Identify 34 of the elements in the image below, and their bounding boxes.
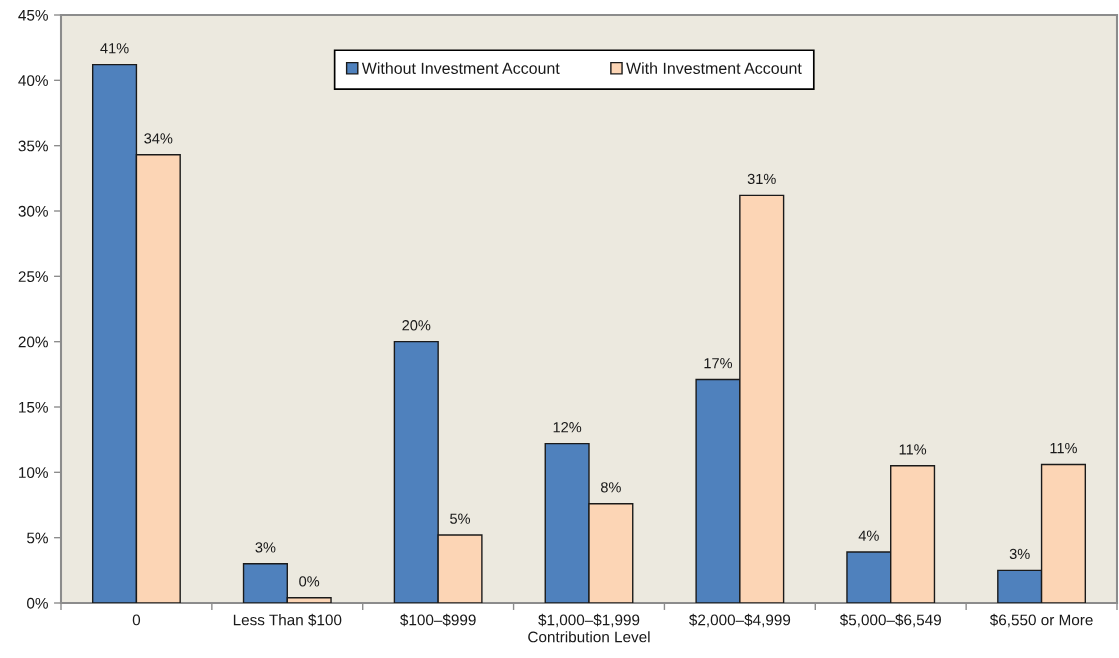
x-tick-label: 0	[132, 614, 141, 626]
data-label: 8%	[600, 482, 621, 493]
y-tick-label: 20%	[18, 336, 48, 348]
y-tick-label: 40%	[18, 75, 48, 87]
x-tick-label: $1,000–$1,999	[538, 613, 640, 628]
data-label: 11%	[1050, 443, 1077, 454]
data-label: 3%	[1009, 548, 1030, 560]
y-tick-label: 45%	[18, 9, 48, 21]
y-tick-label: 25%	[18, 271, 48, 283]
data-label: 3%	[255, 542, 276, 553]
data-label: 41%	[100, 43, 129, 54]
x-tick-label: $2,000–$4,999	[689, 613, 791, 628]
x-tick-label: $100–$999	[400, 613, 476, 627]
legend-label: With Investment Account	[626, 62, 802, 74]
data-label: 0%	[299, 576, 320, 587]
y-tick-label: 35%	[18, 140, 48, 152]
y-tick-label: 10%	[19, 467, 48, 479]
y-tick-label: 15%	[19, 401, 48, 413]
data-label: 34%	[144, 133, 173, 144]
x-axis-title: Contribution Level	[528, 631, 650, 643]
y-tick-label: 5%	[27, 532, 48, 544]
data-label: 31%	[747, 173, 776, 185]
data-label: 4%	[858, 530, 879, 541]
data-label: 5%	[450, 513, 471, 524]
y-tick-label: 30%	[18, 205, 48, 217]
data-label: 17%	[704, 358, 733, 369]
data-label: 12%	[553, 422, 582, 433]
data-label: 20%	[402, 320, 431, 331]
legend-label: Without Investment Account	[361, 62, 560, 74]
data-label: 11%	[899, 444, 927, 455]
x-tick-label: $6,550 or More	[989, 613, 1093, 628]
x-tick-label: Less Than $100	[233, 613, 342, 627]
y-tick-label: 0%	[27, 597, 48, 609]
x-tick-label: $5,000–$6,549	[839, 613, 941, 628]
